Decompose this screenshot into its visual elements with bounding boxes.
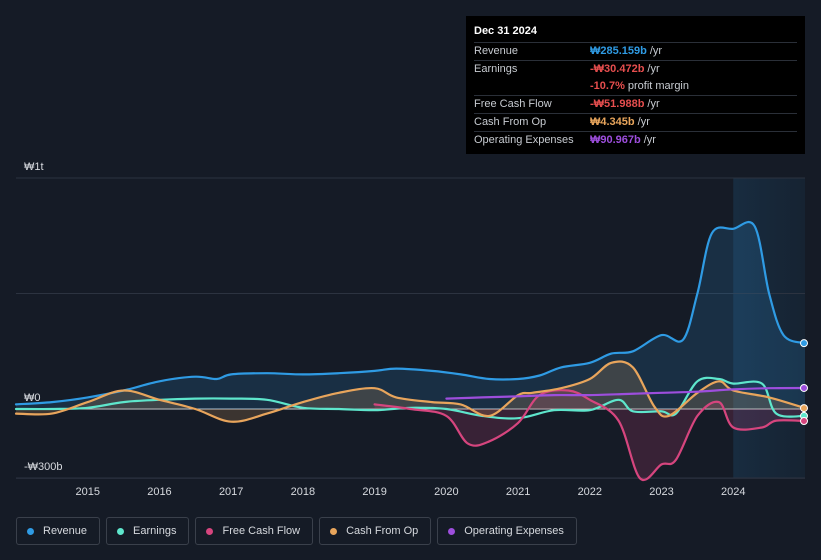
legend-label: Cash From Op bbox=[346, 525, 419, 537]
x-tick-label: 2016 bbox=[147, 486, 171, 498]
x-tick-label: 2018 bbox=[291, 486, 315, 498]
operating-expenses-end-point bbox=[800, 383, 808, 392]
label-layer: ₩1t ₩0 -₩300b 2015 2016 2017 2018 2019 2020 2021 2… bbox=[24, 161, 746, 498]
tooltip-row: Revenue ₩285.159b/yr bbox=[474, 42, 797, 60]
legend: Revenue Earnings Free Cash Flow Cash From O… bbox=[16, 517, 577, 545]
tooltip-row-label: Revenue bbox=[474, 45, 519, 57]
legend-item-cash-from-op[interactable]: Cash From Op bbox=[319, 517, 432, 545]
revenue-end-point bbox=[800, 339, 808, 348]
x-tick-label: 2017 bbox=[219, 486, 243, 498]
tooltip-row-value: -₩30.472b bbox=[590, 63, 645, 75]
tooltip-row: Cash From Op ₩4.345b/yr bbox=[474, 113, 797, 131]
tooltip-row-label: Operating Expenses bbox=[474, 134, 574, 146]
operating-expenses-line bbox=[445, 386, 807, 400]
x-tick-label: 2020 bbox=[434, 486, 458, 498]
free-cash-flow-area bbox=[374, 390, 805, 481]
x-tick-label: 2023 bbox=[649, 486, 673, 498]
y-tick-label: ₩1t bbox=[24, 161, 44, 173]
y-tick-label: ₩0 bbox=[24, 392, 41, 404]
legend-label: Revenue bbox=[43, 525, 88, 537]
legend-item-earnings[interactable]: Earnings bbox=[106, 517, 190, 545]
revenue-area bbox=[16, 222, 805, 409]
tooltip-row: -10.7% profit margin bbox=[474, 78, 797, 95]
tooltip-row-unit: /yr bbox=[647, 98, 660, 110]
legend-dot-icon bbox=[330, 527, 338, 535]
tooltip-row-unit: /yr bbox=[647, 63, 660, 75]
legend-item-revenue[interactable]: Revenue bbox=[16, 517, 101, 545]
tooltip-date: Dec 31 2024 bbox=[474, 25, 537, 37]
tooltip-row-label bbox=[474, 78, 590, 95]
hover-tooltip: Dec 31 2024 Revenue ₩285.159b/yr Earnings -… bbox=[466, 16, 805, 154]
cash-from-op-area bbox=[16, 361, 805, 422]
legend-label: Free Cash Flow bbox=[222, 525, 301, 537]
tooltip-row-value: ₩4.345b bbox=[590, 116, 635, 128]
free-cash-flow-end-point bbox=[800, 417, 808, 426]
legend-label: Operating Expenses bbox=[464, 525, 564, 537]
tooltip-row-label: Free Cash Flow bbox=[474, 98, 552, 110]
legend-dot-icon bbox=[448, 527, 456, 535]
x-tick-label: 2021 bbox=[506, 486, 530, 498]
revenue-line bbox=[14, 221, 807, 406]
tooltip-row-value: -₩51.988b bbox=[590, 98, 645, 110]
tooltip-row-label: Earnings bbox=[474, 63, 518, 75]
y-tick-label: -₩300b bbox=[24, 461, 63, 473]
tooltip-rows: Revenue ₩285.159b/yr Earnings -₩30.472b/yr -… bbox=[474, 42, 797, 149]
legend-dot-icon bbox=[117, 527, 125, 535]
tooltip-row: Earnings -₩30.472b/yr bbox=[474, 60, 797, 78]
line-layer bbox=[14, 221, 808, 482]
x-tick-label: 2015 bbox=[75, 486, 99, 498]
tooltip-row-unit: profit margin bbox=[627, 80, 689, 92]
tooltip-row-unit: /yr bbox=[649, 45, 663, 57]
legend-item-operating-expenses[interactable]: Operating Expenses bbox=[437, 517, 577, 545]
tooltip-row: Free Cash Flow -₩51.988b/yr bbox=[474, 95, 797, 113]
legend-label: Earnings bbox=[133, 525, 177, 537]
x-tick-label: 2024 bbox=[721, 486, 745, 498]
tooltip-row: Operating Expenses ₩90.967b/yr bbox=[474, 131, 797, 149]
cash-from-op-line bbox=[14, 360, 807, 423]
tooltip-row-label: Cash From Op bbox=[474, 116, 547, 128]
tooltip-row-unit: /yr bbox=[643, 134, 656, 146]
legend-dot-icon bbox=[206, 527, 214, 535]
legend-item-free-cash-flow[interactable]: Free Cash Flow bbox=[195, 517, 314, 545]
legend-dot-icon bbox=[27, 527, 34, 535]
tooltip-row-value: -10.7% bbox=[590, 80, 625, 92]
x-tick-label: 2019 bbox=[362, 486, 386, 498]
tooltip-row-value: ₩285.159b bbox=[590, 45, 647, 57]
x-tick-label: 2022 bbox=[578, 486, 602, 498]
tooltip-row-unit: /yr bbox=[637, 116, 650, 128]
cash-from-op-end-point bbox=[800, 404, 808, 413]
free-cash-flow-line bbox=[373, 389, 807, 482]
forecast-region bbox=[733, 178, 805, 478]
area-layer bbox=[16, 222, 805, 481]
tooltip-row-value: ₩90.967b bbox=[590, 134, 641, 146]
